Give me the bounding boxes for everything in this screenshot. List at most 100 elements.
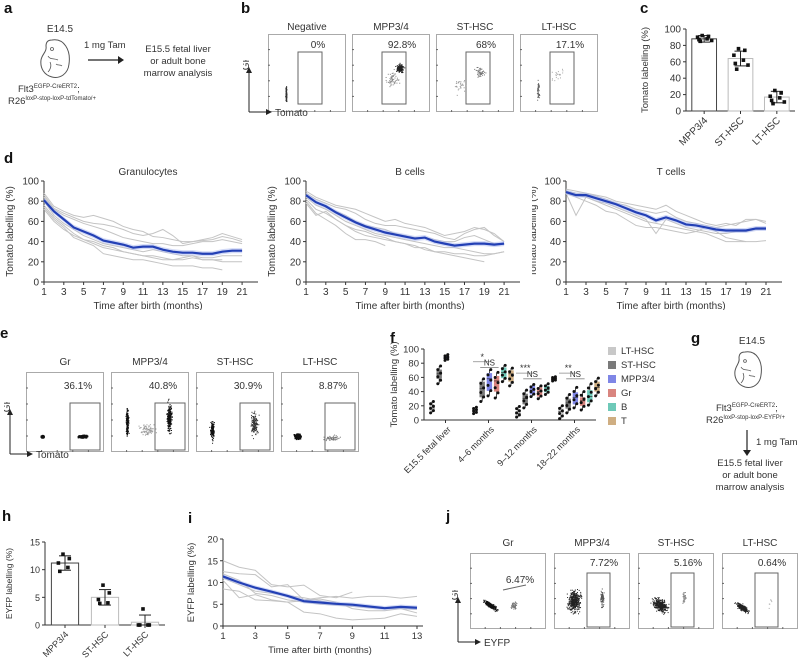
data-point [579, 401, 583, 405]
facs-event [576, 594, 578, 596]
individual-line [222, 588, 418, 621]
x-tick-label: LT-HSC [751, 115, 783, 147]
panel-letter-d: d [4, 150, 14, 167]
facs-event [665, 604, 667, 606]
facs-event [742, 609, 744, 611]
facs-event [252, 416, 254, 418]
facs-event [656, 601, 658, 603]
facs-event [147, 433, 149, 435]
facs-event [171, 429, 173, 431]
facs-event [683, 598, 685, 600]
facs-event [740, 607, 742, 609]
facs-event [493, 609, 495, 611]
data-point [503, 370, 507, 374]
facs-event [538, 87, 540, 89]
facs-event [569, 605, 571, 607]
facs-event [554, 80, 556, 82]
facs-event [127, 416, 129, 418]
facs-event [578, 608, 580, 610]
facs-event [771, 601, 773, 603]
facs-event [458, 81, 460, 83]
panel-letter-f: f [390, 330, 395, 347]
facs-event [325, 440, 327, 442]
facs-event [657, 604, 659, 606]
facs-event [572, 595, 574, 597]
facs-event [251, 429, 253, 431]
facs-event [684, 595, 686, 597]
facs-event [559, 77, 561, 79]
facs-event [476, 70, 478, 72]
facs-event [401, 70, 403, 72]
y-axis-label: Tomato labelling (%) [389, 341, 400, 427]
facs-event [684, 596, 686, 598]
facs-event [168, 433, 170, 435]
facs-event [573, 601, 575, 603]
facs-event [168, 415, 170, 417]
facs-event [295, 438, 298, 441]
facs-event [577, 601, 579, 603]
facs-event [567, 608, 569, 610]
facs-event [42, 436, 44, 438]
data-point [546, 382, 550, 386]
facs-event [744, 606, 746, 608]
facs-event [477, 71, 479, 73]
facs-event [571, 597, 573, 599]
facs-event [385, 76, 387, 78]
facs-event [285, 91, 287, 93]
facs-event [603, 601, 605, 603]
facs-event [559, 74, 561, 76]
facs-event [323, 439, 325, 441]
facs-event [513, 605, 515, 607]
facs-event [569, 597, 571, 599]
facs-event [537, 96, 539, 98]
x-tick-label: 1 [303, 287, 309, 298]
data-point [572, 398, 576, 402]
facs-event [148, 428, 150, 430]
facs-event [474, 68, 476, 70]
x-tick-label: 15 [700, 287, 712, 298]
analysis-line: E15.5 fetal liver [145, 44, 211, 55]
facs-event [168, 419, 170, 421]
data-point [743, 48, 747, 53]
y-tick-label: 40 [28, 237, 40, 248]
facs-event [251, 425, 253, 427]
data-point [138, 623, 142, 627]
arrow-up-icon [7, 409, 13, 415]
facs-event [514, 606, 516, 608]
facs-event [252, 438, 254, 440]
arrow-right-icon [88, 56, 124, 64]
facs-gate [549, 51, 575, 105]
facs-event [211, 430, 213, 432]
facs-event [660, 610, 662, 612]
facs-event [664, 601, 666, 603]
facs-event [576, 592, 578, 594]
facs-event [739, 603, 741, 605]
facs-event [738, 604, 740, 606]
facs-event [210, 430, 212, 432]
facs-plot: 92.8% [352, 34, 430, 112]
analysis-line: E15.5 fetal liver [717, 458, 783, 469]
facs-event [651, 598, 653, 600]
facs-event [401, 66, 403, 68]
data-point [439, 371, 443, 375]
facs-event [212, 430, 214, 432]
facs-event [489, 606, 491, 608]
box [544, 385, 550, 393]
facs-event [602, 605, 604, 607]
facs-event [737, 604, 739, 606]
facs-event [253, 421, 255, 423]
facs-frame [352, 34, 430, 112]
facs-event [514, 604, 516, 606]
facs-event [572, 613, 574, 615]
facs-event [656, 606, 658, 608]
facs-plot: 68% [436, 34, 514, 112]
facs-frame [111, 372, 189, 452]
facs-event [570, 593, 572, 595]
facs-event [577, 605, 579, 607]
facs-event [212, 430, 214, 432]
facs-event [578, 603, 580, 605]
arrow-up-icon [246, 67, 252, 73]
data-point [536, 386, 540, 390]
facs-plot-title: Gr [502, 538, 514, 549]
facs-event [212, 427, 214, 429]
